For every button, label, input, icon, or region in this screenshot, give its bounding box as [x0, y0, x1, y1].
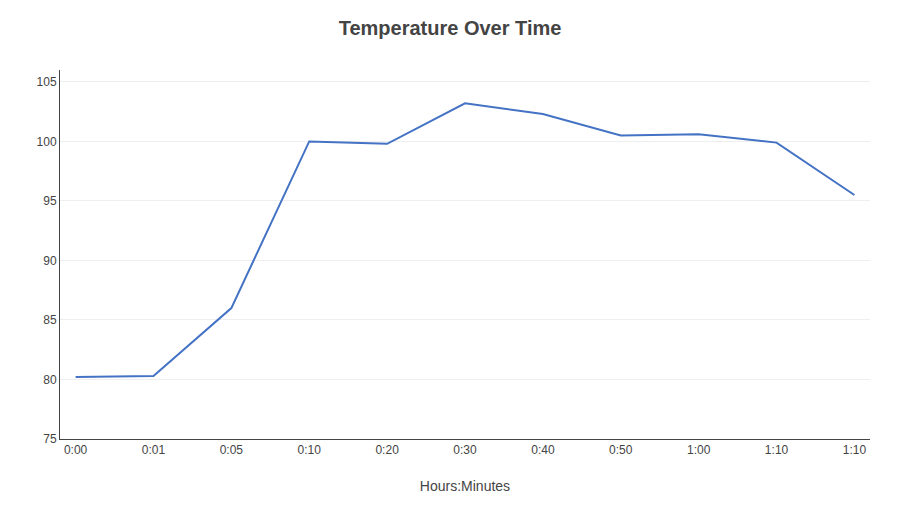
svg-text:0:01: 0:01 — [142, 443, 166, 457]
svg-text:105: 105 — [37, 75, 57, 89]
svg-text:Hours:Minutes: Hours:Minutes — [420, 478, 510, 494]
svg-text:0:20: 0:20 — [375, 443, 399, 457]
svg-text:1:10: 1:10 — [765, 443, 789, 457]
svg-text:80: 80 — [43, 373, 57, 387]
svg-text:0:30: 0:30 — [453, 443, 477, 457]
svg-text:100: 100 — [37, 135, 57, 149]
svg-text:85: 85 — [43, 313, 57, 327]
svg-text:0:40: 0:40 — [531, 443, 555, 457]
svg-text:90: 90 — [43, 254, 57, 268]
svg-text:75: 75 — [43, 432, 57, 446]
svg-text:0:50: 0:50 — [609, 443, 633, 457]
svg-text:1:10: 1:10 — [843, 443, 867, 457]
svg-text:0:05: 0:05 — [220, 443, 244, 457]
svg-text:0:10: 0:10 — [298, 443, 322, 457]
svg-text:Temperature Over Time: Temperature Over Time — [339, 17, 562, 39]
svg-text:0:00: 0:00 — [64, 443, 88, 457]
svg-text:95: 95 — [43, 194, 57, 208]
svg-text:1:00: 1:00 — [687, 443, 711, 457]
